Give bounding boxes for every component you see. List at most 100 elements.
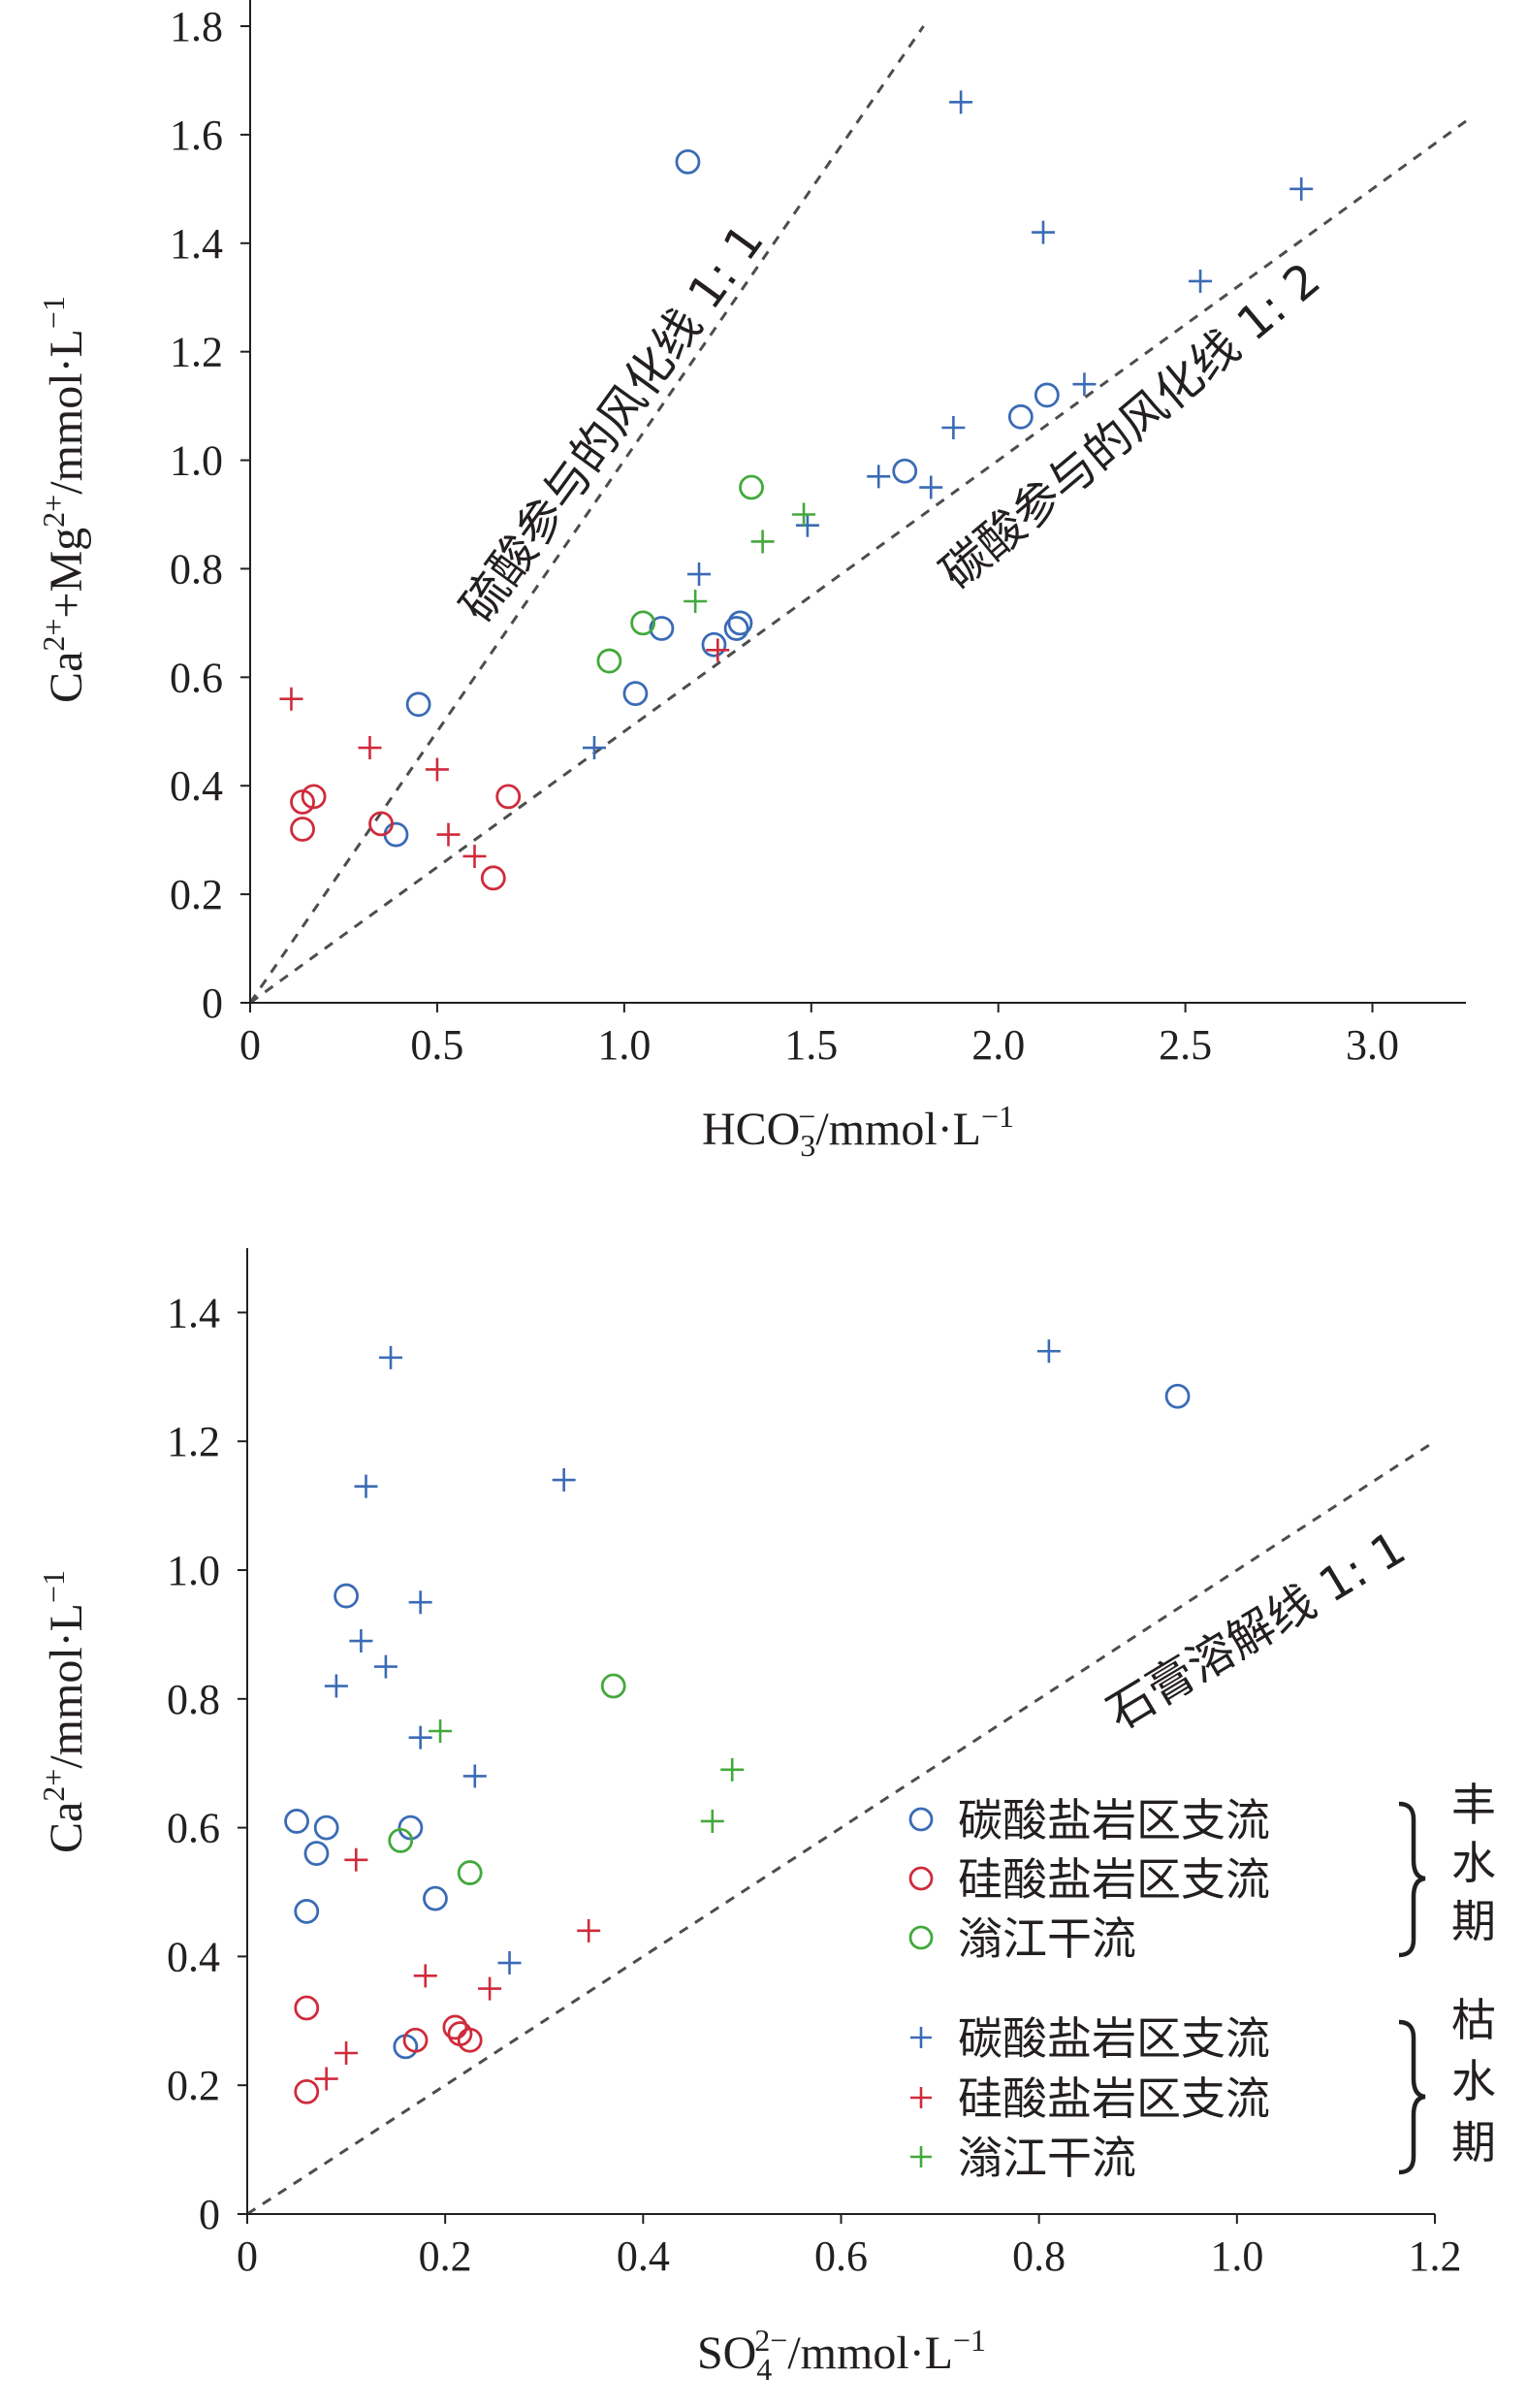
top-y-tick-label: 0 [202, 979, 223, 1027]
bottom-point-plus [314, 2067, 338, 2091]
top-point-circle [495, 784, 522, 810]
legend-brace-wet [1398, 1801, 1426, 1958]
bottom-point-plus [413, 1964, 437, 1988]
bottom-x-tick-label: 1.2 [1409, 2232, 1462, 2280]
top-x-tick-label: 0 [239, 1021, 261, 1069]
legend-period-char: 期 [1451, 2116, 1496, 2168]
bottom-point-circle [457, 1860, 483, 1885]
bottom-point-circle [402, 2027, 429, 2053]
legend-marker-plus-red [910, 2087, 932, 2108]
bottom-point-circle [442, 2014, 468, 2040]
bottom-point-plus [324, 1674, 348, 1698]
legend-marker-plus-green [910, 2146, 932, 2167]
top-y-tick-label: 0.4 [170, 762, 223, 810]
bottom-point-circle [294, 2078, 320, 2104]
legend-marker-circle-green [908, 1925, 934, 1950]
legend-label: 碳酸盐岩区支流 [958, 2012, 1270, 2065]
bottom-point-circle [284, 1809, 309, 1834]
top-point-circle [383, 821, 409, 848]
top-point-circle [701, 631, 727, 658]
top-y-tick-label: 0.2 [170, 871, 223, 918]
top-point-circle [290, 789, 315, 815]
legend-marker-circle-blue [908, 1807, 934, 1832]
bottom-point-plus [552, 1468, 576, 1493]
top-ref-label-carbonic: 碳酸参与的风化线 1: 2 [931, 252, 1331, 600]
bottom-point-plus [408, 1590, 432, 1615]
top-point-plus [949, 90, 973, 114]
top-point-plus [582, 736, 606, 760]
bottom-y-tick-label: 0.2 [167, 2062, 220, 2109]
top-point-circle [1034, 382, 1060, 408]
top-point-plus [462, 844, 487, 868]
bottom-x-tick-label: 0.6 [814, 2232, 868, 2280]
bottom-x-tick-label: 0.2 [419, 2232, 472, 2280]
top-y-tick-label: 0.6 [170, 654, 223, 701]
top-point-circle [723, 616, 749, 641]
bottom-data-points [284, 1339, 1191, 2104]
bottom-point-circle [294, 1995, 320, 2021]
legend-group-wet: 碳酸盐岩区支流 硅酸盐岩区支流 滃江干流 丰 水 期 [908, 1779, 1496, 1965]
top-point-circle [630, 610, 656, 636]
bottom-x-tick-label: 0.4 [617, 2232, 670, 2280]
top-x-tick-label: 2.5 [1159, 1021, 1212, 1069]
bottom-point-plus [1036, 1339, 1061, 1364]
bottom-y-tick-label: 1.4 [167, 1289, 220, 1336]
bottom-point-plus [344, 1847, 368, 1872]
top-x-axis-label: HCO3−/mmol·L−1 [702, 1099, 1014, 1163]
bottom-x-tick-label: 0.8 [1012, 2232, 1066, 2280]
bottom-point-plus [354, 1474, 378, 1498]
bottom-reference-lines [246, 1439, 1436, 2216]
top-point-circle [892, 458, 918, 484]
top-y-tick-label: 1.6 [170, 112, 223, 159]
top-point-circle [596, 648, 622, 674]
top-y-tick-label: 1.2 [170, 329, 223, 376]
top-point-plus [425, 757, 449, 782]
top-point-plus [867, 465, 891, 489]
top-ref-label-sulfuric: 硫酸参与的风化线 1: 1 [450, 214, 774, 632]
bottom-tick-marks [238, 1311, 1436, 2224]
top-tick-labels: 0 0.5 1.0 1.5 2.0 2.5 3.0 0 0.2 0.4 0.6 0.8 1.0 1.2 1.… [170, 3, 1399, 1069]
legend-period-char: 期 [1451, 1895, 1496, 1947]
top-point-plus [750, 530, 775, 554]
bottom-point-plus [408, 1725, 432, 1750]
legend-label: 滃江干流 [958, 2132, 1136, 2184]
top-point-plus [1189, 269, 1213, 293]
top-y-axis-label: Ca2++Mg2+/mmol·L−1 [36, 296, 92, 703]
legend-brace-dry [1398, 2019, 1426, 2175]
bottom-point-plus [334, 2041, 359, 2065]
bottom-y-axis-label: Ca2+/mmol·L−1 [36, 1570, 92, 1853]
bottom-point-circle [313, 1814, 339, 1841]
top-point-circle [480, 865, 506, 891]
bottom-point-circle [600, 1673, 626, 1699]
bottom-point-plus [478, 1976, 502, 2001]
top-x-tick-label: 3.0 [1346, 1021, 1399, 1069]
bottom-point-circle [1164, 1383, 1191, 1409]
top-reference-lines [248, 25, 1467, 1005]
top-y-tick-label: 0.8 [170, 545, 223, 593]
legend-marker-circle-red [908, 1866, 934, 1891]
bottom-point-circle [423, 1885, 448, 1911]
top-point-plus [1072, 372, 1097, 397]
legend: 碳酸盐岩区支流 硅酸盐岩区支流 滃江干流 丰 水 期 碳酸盐岩区支流 硅酸盐岩区… [908, 1779, 1496, 2184]
top-point-plus [1031, 220, 1055, 244]
bottom-y-tick-label: 0.4 [167, 1933, 220, 1980]
top-point-plus [792, 502, 816, 527]
top-point-plus [684, 590, 708, 614]
top-point-plus [1289, 177, 1314, 201]
legend-label: 滃江干流 [958, 1912, 1136, 1965]
legend-period-char: 水 [1451, 1837, 1496, 1889]
bottom-point-plus [379, 1345, 403, 1369]
legend-group-dry: 碳酸盐岩区支流 硅酸盐岩区支流 滃江干流 枯 水 期 [910, 1994, 1496, 2184]
top-reference-line-1 [249, 119, 1467, 1005]
top-x-tick-label: 1.5 [784, 1021, 838, 1069]
bottom-y-tick-label: 1.0 [167, 1547, 220, 1594]
legend-label: 硅酸盐岩区支流 [958, 2072, 1270, 2125]
top-x-tick-label: 0.5 [410, 1021, 463, 1069]
bottom-point-plus [700, 1809, 724, 1833]
bottom-point-circle [388, 1827, 414, 1853]
legend-label: 碳酸盐岩区支流 [958, 1794, 1270, 1846]
top-point-circle [290, 817, 315, 842]
bottom-point-circle [334, 1583, 359, 1609]
top-y-tick-label: 1.4 [170, 220, 223, 268]
